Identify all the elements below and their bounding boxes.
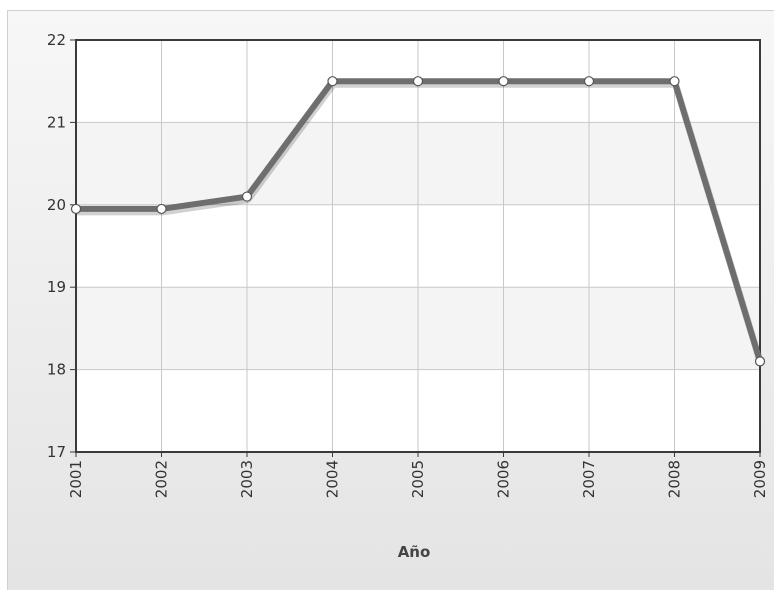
data-point: [754, 356, 766, 367]
x-axis-ticks: 2001 2002 2003 2004 2005 2006 2007 2008 2009: [67, 452, 769, 498]
data-point: [498, 76, 509, 87]
y-tick-label: 18: [47, 361, 66, 379]
y-tick-label: 17: [47, 443, 66, 461]
y-tick-label: 20: [47, 196, 66, 214]
x-axis-title: Año: [398, 543, 431, 561]
y-tick-label: 21: [47, 113, 66, 131]
x-tick-label: 2003: [238, 460, 256, 498]
x-tick-label: 2006: [495, 460, 513, 498]
y-axis-ticks: 17 18 19 20 21 22: [47, 31, 76, 461]
x-tick-label: 2002: [153, 460, 171, 498]
data-point: [70, 203, 82, 215]
x-tick-label: 2009: [751, 460, 769, 498]
data-point: [241, 191, 253, 202]
data-point: [156, 203, 167, 215]
x-tick-label: 2007: [580, 460, 598, 498]
y-tick-label: 19: [47, 278, 66, 296]
x-tick-label: 2001: [67, 460, 85, 498]
data-point: [669, 76, 680, 87]
data-point: [583, 76, 595, 87]
data-point: [327, 76, 338, 87]
y-tick-label: 22: [47, 31, 66, 49]
gridlines: [76, 40, 760, 452]
x-tick-label: 2005: [409, 460, 427, 498]
series-group: [70, 76, 766, 367]
x-tick-label: 2008: [666, 460, 684, 498]
x-tick-label: 2004: [324, 460, 342, 498]
data-point: [412, 76, 424, 87]
